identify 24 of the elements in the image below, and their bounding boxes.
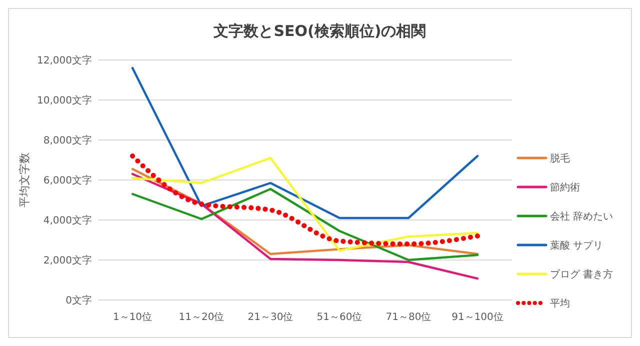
legend-label: 脱毛 [550,152,570,164]
legend-label: ブログ 書き方 [550,268,614,280]
line-series [131,188,479,262]
x-tick-label: 1～10位 [112,311,152,323]
x-tick-label: 71～80位 [386,311,432,323]
y-tick-label: 10,000文字 [37,94,92,106]
y-tick-label: 12,000文字 [37,54,92,66]
x-tick-label: 91～100位 [452,311,504,323]
legend-label: 会社 辞めたい [550,210,614,222]
legend-label: 節約術 [550,182,580,194]
y-tick-label: 0文字 [66,294,92,306]
x-tick-label: 11～20位 [178,311,224,323]
y-tick-label: 6,000文字 [43,174,92,186]
legend-label: 葉酸 サプリ [550,240,604,252]
x-tick-label: 21～30位 [248,311,294,323]
legend-label: 平均 [550,298,570,310]
y-axis-title: 平均文字数 [18,152,31,208]
x-tick-label: 51～60位 [316,311,362,323]
line-series [131,66,479,220]
line-series [131,172,479,280]
chart-title: 文字数とSEO(検索順位)の相関 [212,22,426,40]
y-tick-label: 4,000文字 [43,214,92,226]
y-tick-label: 2,000文字 [43,254,92,266]
y-tick-label: 8,000文字 [43,134,92,146]
